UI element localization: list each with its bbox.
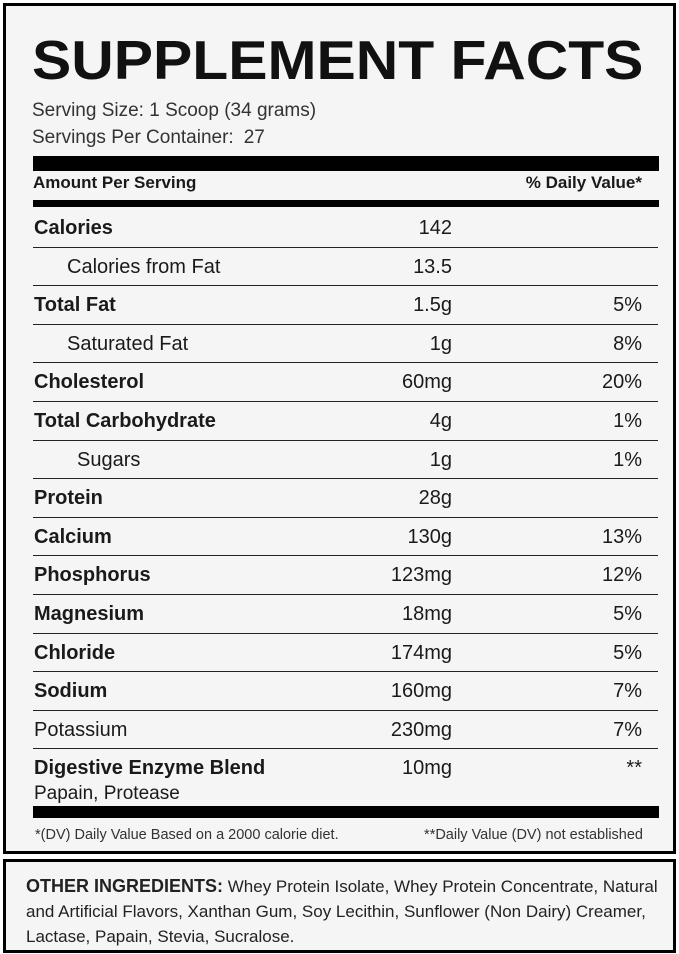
nutrient-amount: 4g: [429, 409, 452, 432]
other-ingredients-label: OTHER INGREDIENTS:: [26, 876, 224, 896]
nutrient-name: Total Carbohydrate: [34, 409, 216, 432]
serving-size: Serving Size: 1 Scoop (34 grams): [32, 100, 317, 121]
nutrient-daily-value: 5%: [613, 641, 642, 664]
panel-title: SUPPLEMENT FACTS: [32, 29, 644, 91]
nutrient-amount: 13.5: [413, 255, 452, 278]
nutrient-amount: 1g: [429, 332, 452, 355]
nutrient-daily-value: 1%: [613, 409, 642, 432]
nutrient-daily-value: 7%: [613, 718, 642, 741]
nutrient-row: Digestive Enzyme Blend 10mg ** Papain, Prot…: [33, 749, 658, 809]
nutrient-name: Potassium: [34, 718, 128, 741]
nutrient-amount: 160mg: [390, 680, 452, 703]
nutrient-name: Calories: [34, 217, 113, 239]
servings-per-container-value: 27: [243, 127, 265, 148]
nutrient-daily-value: 5%: [613, 602, 642, 625]
footnote-not-established: **Daily Value (DV) not established: [424, 827, 643, 843]
nutrient-name: Calories from Fat: [67, 255, 221, 278]
nutrient-name: Saturated Fat: [67, 332, 189, 355]
nutrient-daily-value: 12%: [601, 564, 642, 587]
nutrient-row: Sodium 160mg 7%: [33, 672, 658, 711]
nutrient-amount: 130g: [407, 525, 453, 548]
thick-divider-header: [33, 200, 659, 207]
servings-per-container: Servings Per Container: 27: [32, 127, 265, 149]
nutrient-row: Calcium 130g 13%: [33, 518, 658, 557]
nutrient-amount: 10mg: [401, 757, 452, 780]
nutrient-daily-value: **: [626, 757, 642, 780]
servings-per-container-label: Servings Per Container:: [32, 127, 234, 148]
nutrient-daily-value: 13%: [601, 525, 642, 548]
thick-divider-top: [33, 156, 659, 171]
nutrient-row: Sugars 1g 1%: [33, 441, 658, 480]
nutrient-name: Cholesterol: [34, 371, 145, 394]
other-ingredients-panel: OTHER INGREDIENTS: Whey Protein Isolate,…: [3, 859, 676, 953]
nutrient-row: Calories from Fat 13.5: [33, 248, 658, 287]
nutrient-amount: 1g: [429, 448, 452, 471]
nutrient-row: Total Fat 1.5g 5%: [33, 286, 658, 325]
nutrient-name: Calcium: [34, 525, 112, 548]
nutrient-amount: 1.5g: [413, 294, 452, 317]
footnote-daily-value: *(DV) Daily Value Based on a 2000 calori…: [35, 827, 339, 843]
nutrient-subtext: Papain, Protease: [34, 783, 180, 805]
nutrient-name: Digestive Enzyme Blend: [34, 757, 266, 780]
nutrient-name: Magnesium: [34, 602, 145, 625]
nutrient-row: Phosphorus 123mg 12%: [33, 556, 658, 595]
nutrient-name: Protein: [34, 487, 103, 510]
nutrient-name: Chloride: [34, 641, 116, 664]
nutrient-row: Calories 142: [33, 209, 658, 248]
supplement-facts-panel: SUPPLEMENT FACTS Serving Size: 1 Scoop (…: [3, 3, 676, 854]
nutrient-row: Cholesterol 60mg 20%: [33, 363, 658, 402]
nutrient-row: Saturated Fat 1g 8%: [33, 325, 658, 364]
nutrient-row: Total Carbohydrate 4g 1%: [33, 402, 658, 441]
nutrient-name: Total Fat: [34, 294, 116, 317]
nutrient-name: Sodium: [34, 680, 108, 703]
nutrient-amount: 230mg: [390, 718, 452, 741]
nutrient-amount: 174mg: [390, 641, 452, 664]
nutrient-name: Phosphorus: [34, 564, 151, 587]
nutrient-daily-value: 8%: [613, 332, 642, 355]
nutrient-amount: 18mg: [401, 602, 452, 625]
daily-value-header: % Daily Value*: [525, 173, 642, 192]
nutrient-amount: 28g: [418, 487, 452, 510]
nutrient-row: Chloride 174mg 5%: [33, 634, 658, 673]
nutrient-name: Sugars: [77, 448, 141, 471]
nutrient-daily-value: 1%: [613, 448, 642, 471]
nutrient-amount: 142: [418, 217, 452, 239]
nutrient-amount: 60mg: [401, 371, 452, 394]
nutrient-row: Potassium 230mg 7%: [33, 711, 658, 750]
other-ingredients-list: Whey Protein Isolate, Whey Protein Conce…: [26, 877, 658, 946]
amount-per-serving-header: Amount Per Serving: [33, 173, 197, 192]
other-ingredients-text: OTHER INGREDIENTS: Whey Protein Isolate,…: [26, 874, 662, 949]
thick-divider-bottom: [33, 806, 659, 818]
nutrient-daily-value: 7%: [613, 680, 642, 703]
nutrient-amount: 123mg: [390, 564, 452, 587]
nutrient-row: Protein 28g: [33, 479, 658, 518]
nutrient-daily-value: 20%: [601, 371, 642, 394]
nutrient-daily-value: 5%: [613, 294, 642, 317]
nutrient-table: Calories 142 Calories from Fat 13.5 Total Fa…: [33, 209, 658, 809]
nutrient-row: Magnesium 18mg 5%: [33, 595, 658, 634]
